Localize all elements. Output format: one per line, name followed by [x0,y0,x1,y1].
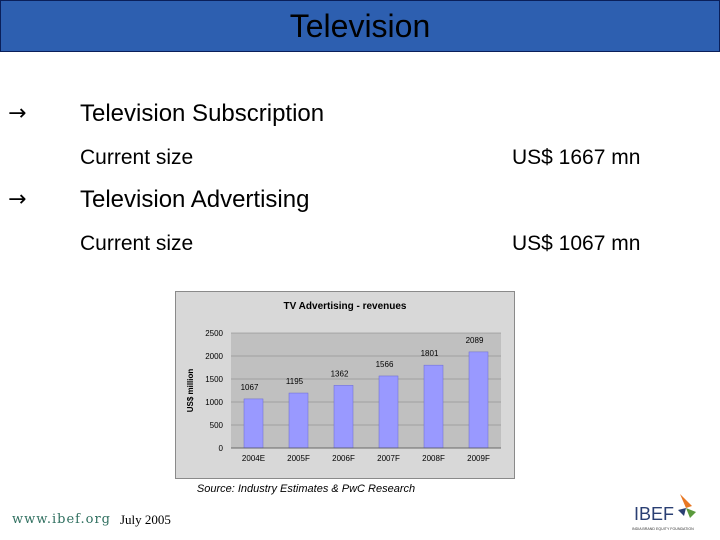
bar [288,392,309,449]
y-tick-label: 0 [219,444,224,453]
slide-title-bar: Television [0,0,720,52]
x-tick-label: 2007F [377,454,400,463]
chart-svg: TV Advertising - revenues 0 500 1000 1500 200… [186,301,501,463]
right-arrow-icon: → [8,101,27,126]
y-tick-label: 2500 [205,329,223,338]
y-tick-label: 1500 [205,375,223,384]
bar [423,364,444,449]
ibef-logo: IBEF INDIA BRAND EQUITY FOUNDATION [632,494,696,531]
data-label: 1195 [286,377,304,386]
footer-date: July 2005 [120,512,171,527]
data-label: 1362 [331,369,349,378]
slide-title: Television [289,7,431,44]
x-tick-label: 2006F [332,454,355,463]
logo-subtext: INDIA BRAND EQUITY FOUNDATION [632,527,694,531]
bullet-heading-advertising: Television Advertising [80,186,310,213]
current-size-label-subscription: Current size [80,146,194,169]
footer-url: www.ibef.org [12,512,111,527]
current-size-label-advertising: Current size [80,232,194,255]
bar [333,385,354,449]
x-tick-label: 2008F [422,454,445,463]
source-note: Source: Industry Estimates & PwC Researc… [196,483,416,495]
bar [243,398,264,449]
y-tick-label: 500 [210,421,224,430]
data-label: 1067 [241,383,259,392]
chart-title: TV Advertising - revenues [284,301,407,312]
data-label: 1801 [421,349,439,358]
x-tick-label: 2005F [287,454,310,463]
tv-advertising-chart: TV Advertising - revenues 0 500 1000 1500 200… [175,291,515,479]
x-tick-label: 2009F [467,454,490,463]
logo-text: IBEF [634,504,674,524]
bar [468,351,489,449]
y-tick-label: 1000 [205,398,223,407]
y-axis-label: US$ million [186,369,195,413]
current-size-value-subscription: US$ 1667 mn [512,146,641,169]
y-tick-label: 2000 [205,352,223,361]
plot-area [231,333,501,448]
right-arrow-icon: → [8,187,27,212]
bar [378,375,399,449]
current-size-value-advertising: US$ 1067 mn [512,232,641,255]
x-tick-label: 2004E [242,454,265,463]
data-label: 1566 [376,360,394,369]
bullet-heading-subscription: Television Subscription [80,100,325,127]
data-label: 2089 [466,336,484,345]
